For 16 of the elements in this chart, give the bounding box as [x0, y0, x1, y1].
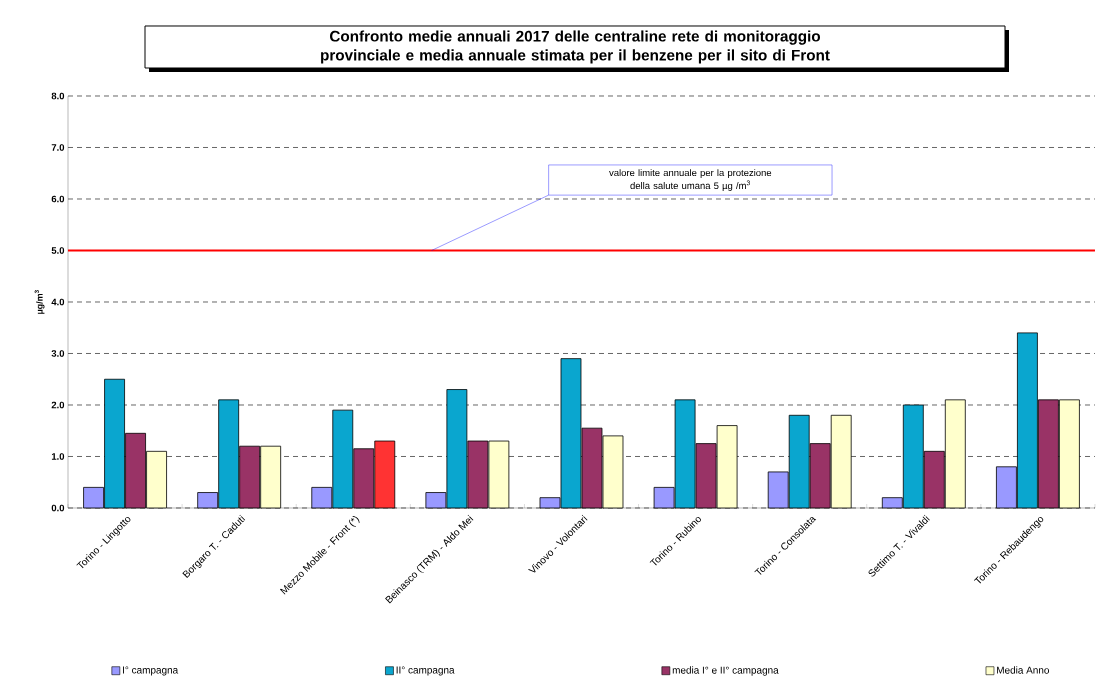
chart-title: Confronto medie annuali 2017 delle centraline rete di monitoraggio provinciale e media annuale stimata per il benzene per il sito di Front	[321, 30, 830, 64]
legend-label: Media Anno	[997, 666, 1050, 674]
y-tick-label: 8.0	[51, 92, 65, 100]
y-tick-label: 2.0	[51, 401, 65, 409]
legend-label: I° campagna	[123, 666, 179, 676]
legend-label: II° campagna	[396, 666, 455, 676]
y-tick-label: 4.0	[51, 298, 65, 306]
legend-label: media I° e II° campagna	[672, 666, 779, 676]
annotation: valore limite annuale per la protezione della salute umana 5 µg /m$^{3}$	[609, 169, 772, 191]
y-tick-label: 5.0	[51, 247, 65, 254]
y-axis-title: µg/m$^{3}$	[34, 290, 45, 314]
y-tick-label: 1.0	[51, 453, 65, 460]
y-tick-label: 6.0	[51, 195, 65, 203]
y-tick-label: 7.0	[51, 144, 65, 151]
y-tick-label: 3.0	[51, 350, 65, 357]
y-tick-label: 0.0	[51, 504, 65, 512]
